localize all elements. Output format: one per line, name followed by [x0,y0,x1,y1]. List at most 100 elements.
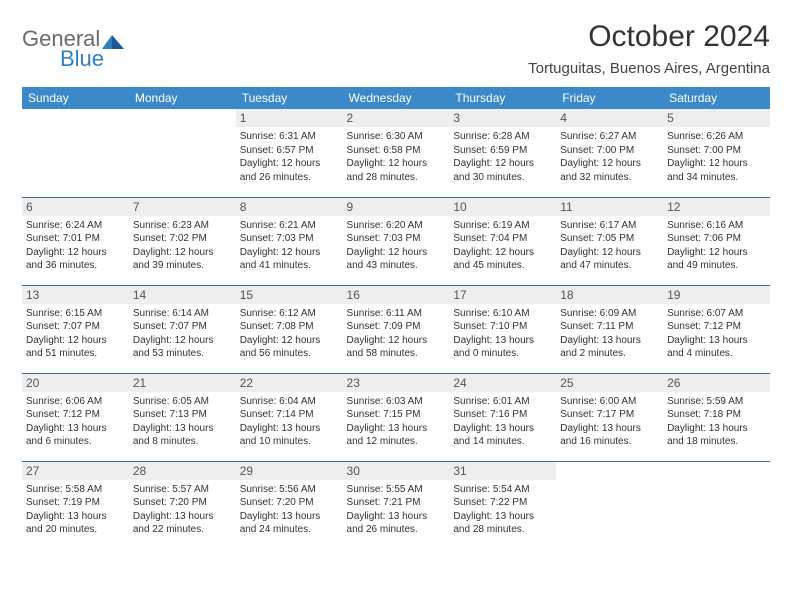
day-number: 9 [343,198,450,216]
daylight1-text: Daylight: 13 hours [26,422,125,436]
sunrise-text: Sunrise: 6:09 AM [560,307,659,321]
sunrise-text: Sunrise: 6:15 AM [26,307,125,321]
daylight1-text: Daylight: 12 hours [347,246,446,260]
daylight2-text: and 10 minutes. [240,435,339,449]
day-cell: 18Sunrise: 6:09 AMSunset: 7:11 PMDayligh… [556,285,663,373]
daylight2-text: and 32 minutes. [560,171,659,185]
day-number: 31 [449,462,556,480]
sunrise-text: Sunrise: 6:04 AM [240,395,339,409]
sunrise-text: Sunrise: 6:14 AM [133,307,232,321]
day-cell: 23Sunrise: 6:03 AMSunset: 7:15 PMDayligh… [343,373,450,461]
sunset-text: Sunset: 7:22 PM [453,496,552,510]
day-cell: 20 Sunrise: 6:06 AMSunset: 7:12 PMDayligh… [22,373,129,461]
day-header: Thursday [449,87,556,109]
daylight2-text: and 0 minutes. [453,347,552,361]
sunrise-text: Sunrise: 6:21 AM [240,219,339,233]
day-number: 19 [663,286,770,304]
daylight2-text: and 51 minutes. [26,347,125,361]
daylight2-text: and 49 minutes. [667,259,766,273]
sunset-text: Sunset: 7:19 PM [26,496,125,510]
sunrise-text: Sunrise: 6:27 AM [560,130,659,144]
sunrise-text: Sunrise: 6:23 AM [133,219,232,233]
daylight2-text: and 41 minutes. [240,259,339,273]
sunset-text: Sunset: 7:03 PM [347,232,446,246]
day-number: 21 [129,374,236,392]
day-cell [22,109,129,197]
daylight2-text: and 20 minutes. [26,523,125,537]
daylight1-text: Daylight: 13 hours [453,510,552,524]
sunset-text: Sunset: 7:16 PM [453,408,552,422]
sunrise-text: Sunrise: 6:06 AM [26,395,125,409]
day-number: 20 [22,374,129,392]
day-number: 30 [343,462,450,480]
day-header: Saturday [663,87,770,109]
day-cell: 14Sunrise: 6:14 AMSunset: 7:07 PMDayligh… [129,285,236,373]
sunrise-text: Sunrise: 6:20 AM [347,219,446,233]
day-number: 5 [663,109,770,127]
day-number: 8 [236,198,343,216]
location-label: Tortuguitas, Buenos Aires, Argentina [528,60,770,77]
daylight2-text: and 16 minutes. [560,435,659,449]
daylight2-text: and 43 minutes. [347,259,446,273]
sunset-text: Sunset: 7:13 PM [133,408,232,422]
day-number: 22 [236,374,343,392]
day-cell: 29Sunrise: 5:56 AMSunset: 7:20 PMDayligh… [236,461,343,549]
day-cell: 19Sunrise: 6:07 AMSunset: 7:12 PMDayligh… [663,285,770,373]
day-cell: 7Sunrise: 6:23 AMSunset: 7:02 PMDaylight… [129,197,236,285]
day-cell [663,461,770,549]
sunset-text: Sunset: 7:12 PM [26,408,125,422]
day-cell: 30Sunrise: 5:55 AMSunset: 7:21 PMDayligh… [343,461,450,549]
day-number: 27 [22,462,129,480]
daylight1-text: Daylight: 13 hours [26,510,125,524]
sunset-text: Sunset: 6:57 PM [240,144,339,158]
sunset-text: Sunset: 7:09 PM [347,320,446,334]
sunset-text: Sunset: 7:21 PM [347,496,446,510]
day-cell: 31 Sunrise: 5:54 AMSunset: 7:22 PMDayligh… [449,461,556,549]
sunset-text: Sunset: 7:07 PM [26,320,125,334]
day-number: 29 [236,462,343,480]
day-number: 17 [449,286,556,304]
daylight1-text: Daylight: 12 hours [667,246,766,260]
sunrise-text: Sunrise: 6:31 AM [240,130,339,144]
daylight1-text: Daylight: 13 hours [133,422,232,436]
sunrise-text: Sunrise: 5:59 AM [667,395,766,409]
week-row: 27Sunrise: 5:58 AMSunset: 7:19 PMDayligh… [22,461,770,549]
daylight1-text: Daylight: 12 hours [240,246,339,260]
day-cell [556,461,663,549]
sunset-text: Sunset: 7:01 PM [26,232,125,246]
sunrise-text: Sunrise: 6:03 AM [347,395,446,409]
day-cell: 25Sunrise: 6:00 AMSunset: 7:17 PMDayligh… [556,373,663,461]
day-number: 23 [343,374,450,392]
day-cell: 5Sunrise: 6:26 AMSunset: 7:00 PMDaylight… [663,109,770,197]
day-cell: 13Sunrise: 6:15 AMSunset: 7:07 PMDayligh… [22,285,129,373]
day-header: Monday [129,87,236,109]
daylight1-text: Daylight: 13 hours [133,510,232,524]
title-block: October 2024 Tortuguitas, Buenos Aires, … [528,20,770,77]
daylight1-text: Daylight: 13 hours [240,422,339,436]
week-row: 1Sunrise: 6:31 AMSunset: 6:57 PMDaylight… [22,109,770,197]
day-cell: 16Sunrise: 6:11 AMSunset: 7:09 PMDayligh… [343,285,450,373]
brand-logo: GeneralBlue [22,20,124,72]
day-number: 15 [236,286,343,304]
daylight1-text: Daylight: 12 hours [560,246,659,260]
sunrise-text: Sunrise: 5:54 AM [453,483,552,497]
daylight1-text: Daylight: 13 hours [560,334,659,348]
daylight2-text: and 45 minutes. [453,259,552,273]
daylight1-text: Daylight: 12 hours [240,157,339,171]
daylight2-text: and 8 minutes. [133,435,232,449]
day-cell: 28Sunrise: 5:57 AMSunset: 7:20 PMDayligh… [129,461,236,549]
day-number: 12 [663,198,770,216]
day-cell: 21Sunrise: 6:05 AMSunset: 7:13 PMDayligh… [129,373,236,461]
sunrise-text: Sunrise: 5:58 AM [26,483,125,497]
day-cell: 26Sunrise: 5:59 AMSunset: 7:18 PMDayligh… [663,373,770,461]
daylight2-text: and 39 minutes. [133,259,232,273]
daylight2-text: and 28 minutes. [453,523,552,537]
day-cell: 2Sunrise: 6:30 AMSunset: 6:58 PMDaylight… [343,109,450,197]
daylight2-text: and 30 minutes. [453,171,552,185]
sunrise-text: Sunrise: 6:26 AM [667,130,766,144]
daylight1-text: Daylight: 12 hours [347,334,446,348]
day-cell: 10Sunrise: 6:19 AMSunset: 7:04 PMDayligh… [449,197,556,285]
sunrise-text: Sunrise: 6:07 AM [667,307,766,321]
daylight2-text: and 18 minutes. [667,435,766,449]
sunrise-text: Sunrise: 6:28 AM [453,130,552,144]
